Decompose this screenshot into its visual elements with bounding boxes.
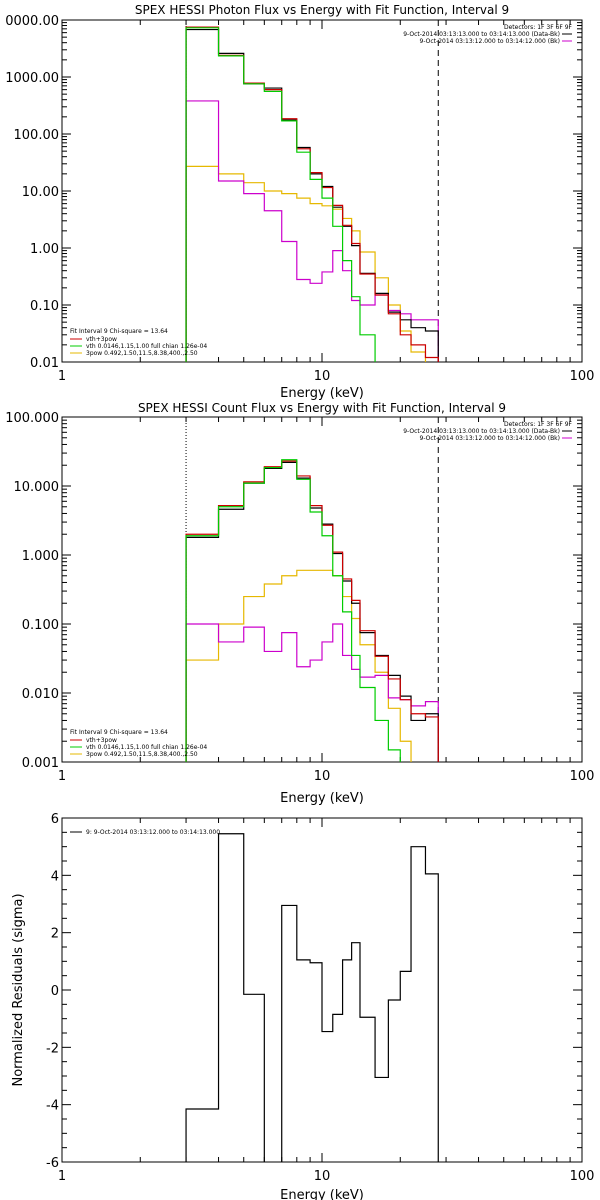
x-tick-label: 1	[58, 369, 66, 384]
residuals-panel: Energy (keV) Normalized Residuals (sigma…	[11, 812, 594, 1200]
fit-legend-line: vth+3pow	[86, 336, 117, 343]
y-tick-label: 0.01	[30, 356, 59, 371]
series-line-residuals	[185, 833, 439, 1162]
x-tick-label: 100	[570, 769, 595, 784]
fit-legend-header: Fit Interval 9 Chi-square = 13.64	[70, 729, 168, 736]
legend-line: 9-Oct-2014 03:13:13.000 to 03:14:13.000 …	[403, 31, 560, 38]
y-tick-label: 4	[51, 869, 59, 884]
plot-area	[61, 19, 583, 363]
y-tick-label: -4	[46, 1099, 59, 1114]
y-tick-label: 1000.00	[5, 71, 59, 86]
y-tick-label: 0000.00	[5, 14, 59, 29]
legend-line: 9: 9-Oct-2014 03:13:12.000 to 03:14:13.0…	[86, 829, 220, 836]
fit-legend-header: Fit Interval 9 Chi-square = 13.64	[70, 328, 168, 335]
x-tick-label: 1	[58, 769, 66, 784]
plot-area	[61, 817, 583, 1163]
y-tick-label: 100.000	[5, 411, 59, 426]
y-tick-label: 0.001	[22, 756, 59, 771]
plot-frame	[61, 416, 583, 763]
axis-ticks: 1 10 100 -6 -4 -2 0 2 4 6	[46, 812, 594, 1184]
plot-frame	[61, 817, 583, 1163]
series-line-vth	[185, 459, 439, 762]
fit-legend-line: vth 0.0146,1.15,1.00 full chian 1.26e-04	[86, 343, 207, 350]
y-tick-label: 0	[51, 984, 59, 999]
legend-line: 9-Oct-2014 03:13:12.000 to 03:14:12.000 …	[420, 435, 561, 442]
y-tick-label: 10.00	[22, 185, 59, 200]
y-tick-label: 2	[51, 927, 59, 942]
detector-legend: Detectors: 1F 3F 6F 9F 9-Oct-2014 03:13:…	[403, 24, 572, 45]
legend-line: 9-Oct-2014 03:13:13.000 to 03:14:13.000 …	[403, 428, 560, 435]
plot-frame	[61, 19, 583, 363]
y-tick-label: 0.10	[30, 299, 59, 314]
fit-legend-line: vth 0.0146,1.15,1.00 full chian 1.26e-04	[86, 744, 207, 751]
fit-legend: Fit Interval 9 Chi-square = 13.64 vth+3p…	[70, 729, 207, 758]
x-axis-label: Energy (keV)	[280, 791, 364, 806]
chart-title: SPEX HESSI Count Flux vs Energy with Fit…	[138, 401, 506, 415]
y-tick-label: 0.010	[22, 687, 59, 702]
axis-ticks: 1 10 100 0.01 0.10 1.00 10.00 100.00 1000.00 0000…	[5, 14, 594, 384]
y-tick-label: -2	[46, 1041, 59, 1056]
legend-line: Detectors: 1F 3F 6F 9F	[504, 24, 573, 31]
x-tick-label: 100	[570, 1169, 595, 1184]
x-tick-label: 10	[314, 1169, 331, 1184]
y-tick-label: 6	[51, 812, 59, 827]
count-flux-panel: SPEX HESSI Count Flux vs Energy with Fit…	[5, 401, 595, 806]
y-tick-label: 1.000	[22, 549, 59, 564]
series-line-vth-3pow	[185, 26, 439, 362]
y-tick-label: -6	[46, 1156, 59, 1171]
fit-legend-line: 3pow 0.492,1.50,11.5,8.38,400.,2.50	[86, 350, 198, 357]
x-tick-label: 100	[570, 369, 595, 384]
series-line-vth	[185, 27, 439, 362]
x-tick-label: 10	[314, 769, 331, 784]
y-tick-label: 100.00	[14, 128, 60, 143]
fit-legend-line: 3pow 0.492,1.50,11.5,8.38,400.,2.50	[86, 751, 198, 758]
x-tick-label: 10	[314, 369, 331, 384]
series-line-data-bk	[185, 28, 439, 362]
x-tick-label: 1	[58, 1169, 66, 1184]
x-axis-label: Energy (keV)	[280, 386, 364, 401]
detector-legend: Detectors: 1F 3F 6F 9F 9-Oct-2014 03:13:…	[403, 421, 572, 442]
x-axis-label: Energy (keV)	[280, 1188, 364, 1200]
legend-line: 9-Oct-2014 03:13:12.000 to 03:14:12.000 …	[420, 38, 561, 45]
y-tick-label: 10.000	[14, 480, 60, 495]
y-tick-label: 0.100	[22, 618, 59, 633]
fit-legend: Fit Interval 9 Chi-square = 13.64 vth+3p…	[70, 328, 207, 357]
fit-legend-line: vth+3pow	[86, 737, 117, 744]
chart-title: SPEX HESSI Photon Flux vs Energy with Fi…	[135, 3, 509, 17]
series-line-3pow	[185, 165, 439, 362]
y-axis-label: Normalized Residuals (sigma)	[11, 893, 26, 1086]
plot-area	[61, 416, 583, 763]
interval-legend: 9: 9-Oct-2014 03:13:12.000 to 03:14:13.0…	[70, 829, 220, 836]
legend-line: Detectors: 1F 3F 6F 9F	[504, 421, 573, 428]
series-line-vth-3pow	[185, 460, 439, 762]
y-tick-label: 1.00	[30, 242, 59, 257]
photon-flux-panel: SPEX HESSI Photon Flux vs Energy with Fi…	[5, 3, 594, 401]
